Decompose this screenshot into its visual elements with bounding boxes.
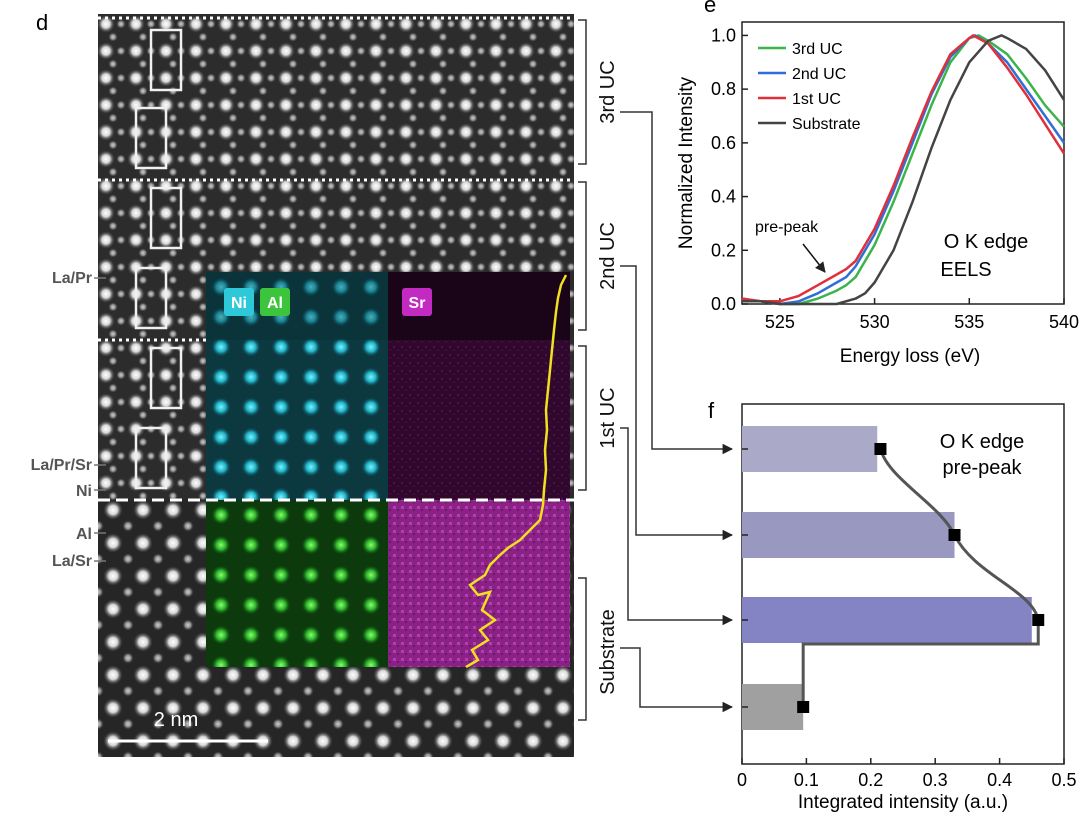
svg-text:Al: Al <box>267 295 283 312</box>
series-group-e <box>741 34 1066 306</box>
axis-ticks-f: 0 0.1 0.2 0.3 0.4 0.5 <box>737 448 1077 790</box>
x-axis-label-e: Energy loss (eV) <box>840 346 980 367</box>
annotation-o-k-edge-f: O K edge <box>940 431 1025 453</box>
y-tick-label-e: 1.0 <box>711 25 736 45</box>
bar-2nd-uc <box>742 512 955 558</box>
x-tick-label-f: 0.2 <box>858 770 883 790</box>
bars-group-f <box>742 426 1032 730</box>
pre-peak-arrow <box>802 243 826 273</box>
atom-label-al: Al <box>76 526 92 543</box>
svg-text:Ni: Ni <box>231 295 247 312</box>
plot-frame-f <box>741 403 1065 765</box>
point-3rd-uc <box>874 443 887 455</box>
svg-text:3rd UC: 3rd UC <box>792 41 843 58</box>
uc-label-3rd: 3rd UC <box>597 60 619 123</box>
map-label-sr: Sr <box>402 288 432 316</box>
bar-substrate <box>742 684 804 730</box>
legend-item-1st-uc: 1st UC <box>758 91 841 108</box>
uc-brackets <box>578 19 587 721</box>
annotation-o-k-edge-e: O K edge <box>944 231 1029 253</box>
point-substrate <box>797 701 810 713</box>
x-tick-label-f: 0.5 <box>1051 770 1076 790</box>
y-axis-label-e: Normalized Intensity <box>676 76 697 249</box>
map-label-al: Al <box>260 288 290 316</box>
panel-letter-f: f <box>708 398 715 423</box>
series-line-2nd-uc <box>741 34 1066 306</box>
x-tick-label-e: 540 <box>1049 312 1079 332</box>
x-tick-label-e: 535 <box>954 312 984 332</box>
point-1st-uc <box>1032 614 1045 626</box>
annotation-pre-peak: pre-peak <box>755 219 819 236</box>
x-tick-label-f: 0.3 <box>923 770 948 790</box>
y-tick-label-e: 0.8 <box>711 79 736 99</box>
panel-d: d <box>31 10 734 757</box>
map-label-ni: Ni <box>224 288 254 316</box>
y-tick-label-e: 0.4 <box>711 187 736 207</box>
x-tick-label-e: 530 <box>860 312 890 332</box>
panel-f: f 0 0.1 0.2 0.3 0.4 0.5 O K edge pre-peak Int… <box>708 398 1077 813</box>
atom-label-leaders <box>94 277 106 562</box>
x-tick-label-f: 0.4 <box>987 770 1012 790</box>
svg-text:2nd UC: 2nd UC <box>792 66 846 83</box>
atom-label-la-sr: La/Sr <box>52 553 92 570</box>
y-tick-label-e: 0.6 <box>711 133 736 153</box>
panel-e: e 525 530 535 540 0.0 0.2 0.4 0.6 0.8 1.0 Normali… <box>676 0 1079 367</box>
legend-e: 3rd UC 2nd UC 1st UC Substrate <box>758 41 861 133</box>
uc-label-1st: 1st UC <box>597 387 619 448</box>
eds-map-sr <box>388 272 570 667</box>
svg-text:1st UC: 1st UC <box>792 91 841 108</box>
sr-profile-line <box>465 274 568 669</box>
legend-item-substrate: Substrate <box>758 116 861 133</box>
atom-label-la-pr: La/Pr <box>52 270 92 287</box>
y-tick-label-e: 0.0 <box>711 294 736 314</box>
atom-label-la-pr-sr: La/Pr/Sr <box>31 457 92 474</box>
uc-label-substrate: Substrate <box>597 609 619 695</box>
svg-text:Sr: Sr <box>409 295 426 312</box>
panel-letter-d: d <box>36 10 48 35</box>
uc-label-2nd: 2nd UC <box>597 222 619 290</box>
bar-3rd-uc <box>742 426 878 472</box>
series-line-substrate <box>742 34 1066 306</box>
bar-1st-uc <box>742 597 1032 643</box>
annotation-eels: EELS <box>940 259 991 281</box>
points-group-f <box>797 443 1045 713</box>
atom-label-ni: Ni <box>76 483 92 500</box>
trend-line-f <box>801 448 1040 707</box>
unit-cell-boxes <box>134 28 183 490</box>
series-line-1st-uc <box>741 34 1066 303</box>
x-tick-label-f: 0 <box>737 770 747 790</box>
x-tick-label-f: 0.1 <box>794 770 819 790</box>
connector-lines <box>620 111 734 713</box>
annotation-pre-peak-f: pre-peak <box>943 457 1023 479</box>
panel-letter-e: e <box>704 0 716 17</box>
eds-map-al <box>206 500 388 667</box>
svg-text:Substrate: Substrate <box>792 116 861 133</box>
x-tick-label-e: 525 <box>765 312 795 332</box>
scale-bar-label: 2 nm <box>154 709 198 731</box>
y-tick-label-e: 0.2 <box>711 240 736 260</box>
legend-item-3rd-uc: 3rd UC <box>758 41 843 58</box>
axis-ticks-e: 525 530 535 540 0.0 0.2 0.4 0.6 0.8 1.0 <box>711 25 1079 332</box>
point-2nd-uc <box>948 529 961 541</box>
plot-frame-e <box>741 21 1065 305</box>
x-axis-label-f: Integrated intensity (a.u.) <box>798 792 1008 813</box>
legend-item-2nd-uc: 2nd UC <box>758 66 846 83</box>
